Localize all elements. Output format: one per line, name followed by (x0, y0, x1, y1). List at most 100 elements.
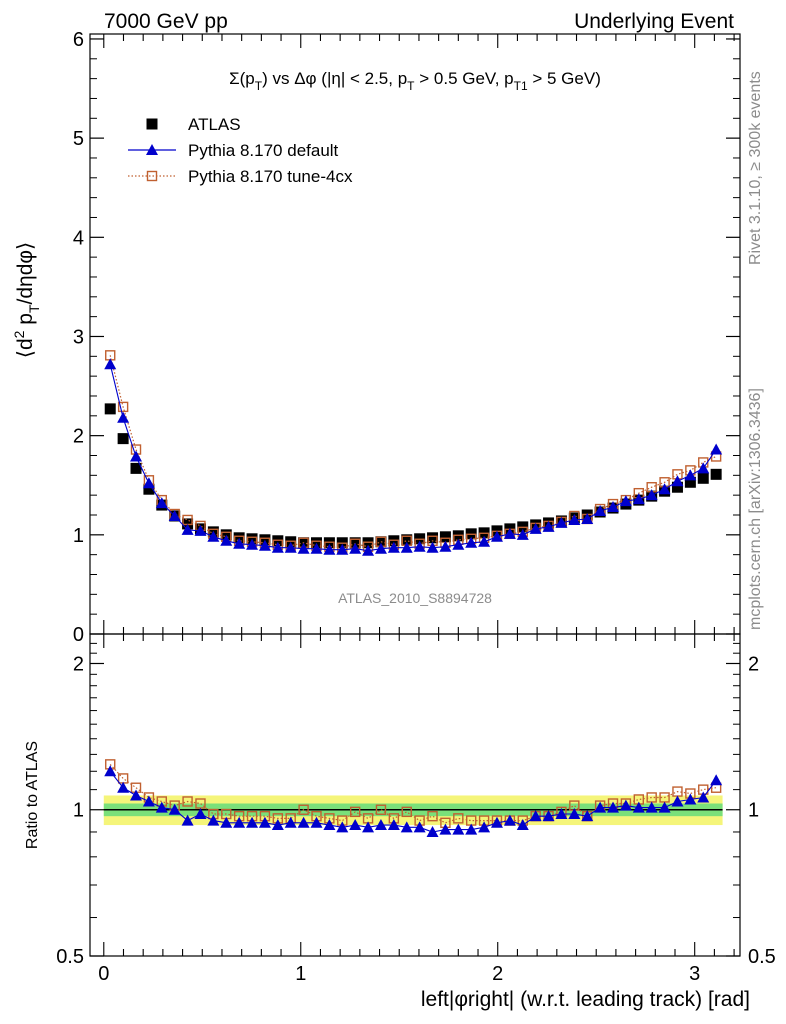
ratio-default-point (607, 801, 620, 813)
default-point (619, 495, 632, 507)
ratio-default-point (284, 816, 297, 828)
ratio-default-point (516, 819, 529, 831)
ratio-tune4cx-point (427, 810, 438, 822)
default-point (336, 543, 349, 555)
default-point (258, 539, 271, 551)
default-point (181, 523, 194, 535)
default-point (490, 530, 503, 542)
x-axis-label: left|φright| (w.r.t. leading track) [rad… (421, 988, 750, 1011)
default-point (168, 509, 181, 521)
ratio-default-point (542, 810, 555, 822)
default-point (323, 543, 336, 555)
default-point (207, 530, 220, 542)
tune4cx-line (109, 355, 717, 549)
main-y-axis-label: ⟨d2 pT/dηdφ⟩ (11, 242, 42, 358)
legend-label: ATLAS (188, 115, 241, 134)
ratio-default-point (452, 823, 465, 835)
default-point (413, 540, 426, 552)
ratio-default-point (194, 808, 207, 820)
ratio-default-point (297, 816, 310, 828)
ratio-default-point (220, 816, 233, 828)
atlas-point (697, 472, 709, 484)
ratio-x-axis: 0 1 2 3 (98, 634, 735, 985)
ratio-panel: 0.5 0.5 1 1 2 2 0 1 2 3 Ratio to ATLAS left|φrig… (24, 633, 776, 1011)
ratio-default-point (387, 819, 400, 831)
x-tick-label: 1 (295, 963, 306, 985)
x-tick-label: 2 (492, 963, 503, 985)
default-point (594, 505, 607, 517)
ratio-y-tick-label-right: 2 (748, 653, 759, 675)
atlas-point (684, 476, 696, 488)
ratio-default-point (645, 801, 658, 813)
tune4cx-point (117, 401, 129, 413)
default-point (452, 538, 465, 550)
default-point (104, 358, 117, 370)
ratio-y-tick-label-left: 2 (73, 653, 84, 675)
ratio-y-tick-label-right: 1 (748, 800, 759, 822)
ratio-default-point (697, 791, 710, 803)
ratio-default-point (349, 819, 362, 831)
y-tick-label: 6 (73, 29, 84, 51)
legend-label: Pythia 8.170 default (188, 141, 339, 160)
main-title: Σ(pT) vs Δφ (|η| < 2.5, pT > 0.5 GeV, pT… (229, 69, 601, 93)
ratio-default-point (130, 789, 143, 801)
ratio-default-point (710, 774, 723, 786)
ratio-marks (104, 759, 723, 837)
y-tick-label: 2 (73, 426, 84, 448)
ratio-default-point (117, 781, 130, 793)
default-point (465, 536, 478, 548)
main-x-axis (103, 34, 735, 634)
y-tick-label: 4 (73, 227, 84, 249)
default-point (542, 520, 555, 532)
default-point (607, 501, 620, 513)
atlas-point (439, 531, 451, 543)
atlas-point (104, 403, 116, 415)
legend-marker (146, 144, 158, 155)
default-point (697, 462, 710, 474)
ratio-tune4cx-point (401, 806, 412, 818)
atlas-point (401, 534, 413, 546)
default-point (400, 541, 413, 553)
default-point (581, 512, 594, 524)
ratio-default-point (374, 819, 387, 831)
ratio-default-point (478, 821, 491, 833)
header-left-label: 7000 GeV pp (104, 10, 228, 33)
default-point (142, 477, 155, 489)
ratio-tune4cx-point (375, 804, 387, 815)
default-point (233, 537, 246, 549)
ratio-default-point (529, 810, 542, 822)
title-part-sigma: Σ(p (229, 69, 255, 88)
atlas-point (130, 462, 142, 474)
ratio-tune4cx-point (349, 806, 361, 818)
default-point (671, 475, 684, 487)
ratio-default-point (426, 825, 439, 837)
ratio-default-point (362, 821, 375, 833)
ratio-default-point (619, 799, 632, 811)
x-tick-label: 3 (689, 963, 700, 985)
ratio-default-point (168, 803, 181, 815)
ratio-default-point (142, 795, 155, 807)
default-point (297, 542, 310, 554)
default-point (426, 541, 439, 553)
ratio-default-point (310, 816, 323, 828)
ratio-default-point (207, 814, 220, 826)
y-tick-label: 3 (73, 326, 84, 348)
ratio-y-tick-label-left: 0.5 (56, 946, 84, 968)
ratio-default-point (246, 816, 259, 828)
default-point (516, 528, 529, 540)
default-point (284, 541, 297, 553)
ratio-default-point (465, 823, 478, 835)
ratio-y-tick-label-left: 1 (73, 800, 84, 822)
ratio-default-point (671, 795, 684, 807)
rivet-label: Rivet 3.1.10, ≥ 300k events (747, 71, 764, 265)
y-tick-label: 0 (73, 624, 84, 646)
ratio-default-point (413, 821, 426, 833)
ratio-default-point (400, 821, 413, 833)
ratio-y-axis: 0.5 0.5 1 1 2 2 (56, 642, 776, 968)
ratio-uncertainty-bands (103, 795, 723, 826)
ratio-default-point (555, 808, 568, 820)
default-point (568, 513, 581, 525)
ratio-default-point (155, 801, 168, 813)
default-point (220, 534, 233, 546)
